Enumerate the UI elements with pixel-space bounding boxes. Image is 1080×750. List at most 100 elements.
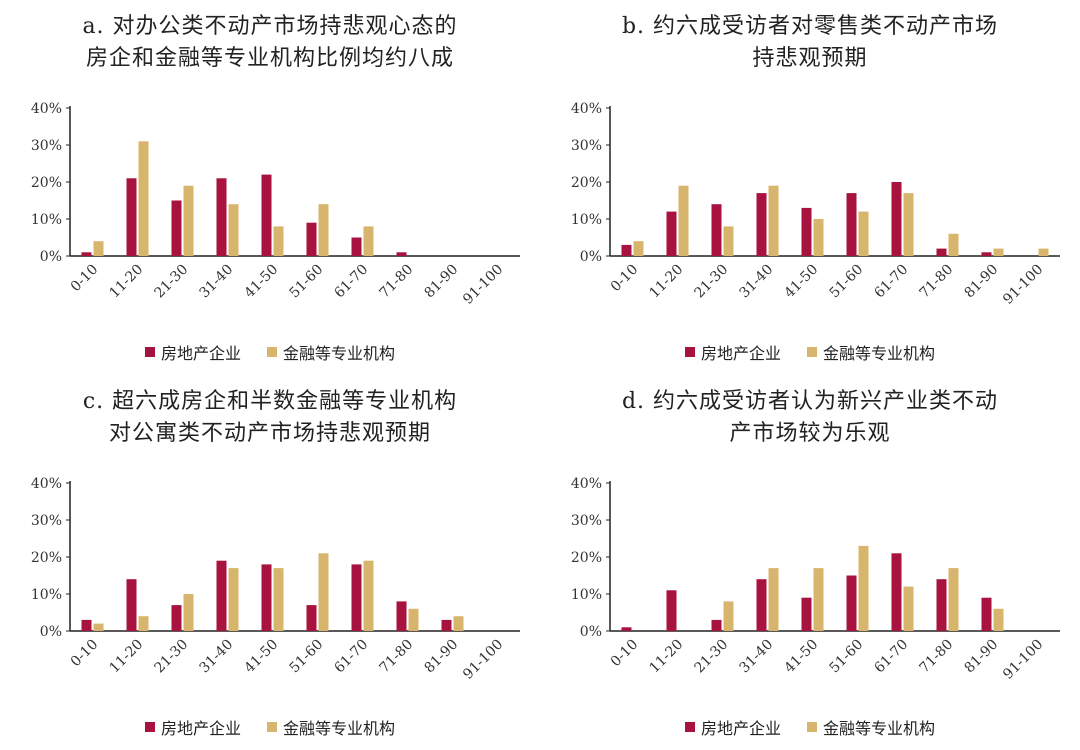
x-tick-label: 11-20 [106,262,146,302]
y-tick-label: 40% [31,476,62,492]
bar-real-estate [756,579,767,631]
bar-real-estate [846,575,857,631]
x-tick-label: 61-70 [331,637,371,677]
bar-financial [723,226,734,256]
legend-real-estate: 房地产企业 [684,715,781,739]
y-tick-label: 10% [571,587,602,603]
bar-financial [948,233,959,256]
legend-financial: 金融等专业机构 [807,340,935,364]
x-tick-label: 0-10 [68,637,102,671]
bar-financial [948,568,959,631]
bar-real-estate [621,244,632,256]
y-tick-label: 20% [571,550,602,566]
bar-real-estate [711,619,722,631]
bar-real-estate [891,553,902,631]
legend-swatch-real-estate [144,722,155,732]
bar-real-estate [711,204,722,256]
y-tick-label: 10% [31,212,62,228]
x-tick-label: 0-10 [68,262,102,296]
legend-label-financial: 金融等专业机构 [283,344,396,363]
legend-label-financial: 金融等专业机构 [823,719,936,738]
chart-panel-c: c. 超六成房企和半数金融等专业机构 对公寓类不动产市场持悲观预期 0% 10% 2… [0,375,540,750]
x-tick-label: 11-20 [106,637,146,677]
bar-financial [813,568,824,631]
bar-financial [363,560,374,631]
bar-financial [453,616,464,631]
x-tick-label: 21-30 [691,637,731,677]
bar-financial [858,211,869,256]
chart-panel-a: a. 对办公类不动产市场持悲观心态的 房企和金融等专业机构比例均约八成 0% 10… [0,0,540,375]
bar-real-estate [261,174,272,256]
x-tick-label: 91-100 [460,262,506,308]
bar-financial [318,204,329,256]
y-tick-label: 40% [571,476,602,492]
y-tick-label: 40% [31,101,62,117]
x-tick-label: 11-20 [646,262,686,302]
bar-financial [228,568,239,631]
bar-financial [1038,248,1049,256]
y-tick-label: 0% [580,624,602,640]
chart-title-line2: 产市场较为乐观 [729,421,891,446]
bar-financial [678,185,689,256]
legend-label-real-estate: 房地产企业 [700,344,781,363]
x-tick-label: 81-90 [961,262,1001,302]
x-tick-label: 51-60 [826,262,866,302]
legend-financial: 金融等专业机构 [267,340,395,364]
y-tick-label: 30% [31,138,62,154]
legend-swatch-financial [267,347,277,357]
bar-financial [633,241,644,256]
legend-swatch-financial [807,347,817,357]
bar-financial [138,141,149,256]
bar-real-estate [666,211,677,256]
x-tick-label: 31-40 [736,262,776,302]
x-tick-label: 71-80 [376,637,416,677]
legend-financial: 金融等专业机构 [807,715,935,739]
bar-real-estate [306,222,317,256]
legend-real-estate: 房地产企业 [684,340,781,364]
bar-real-estate [171,200,182,256]
bar-real-estate [351,564,362,631]
bar-financial [993,248,1004,256]
y-tick-label: 20% [31,550,62,566]
y-tick-label: 20% [571,175,602,191]
chart-panel-d: d. 约六成受访者认为新兴产业类不动 产市场较为乐观 0% 10% 20% 30% 40… [540,375,1080,750]
y-tick-label: 10% [31,587,62,603]
bar-real-estate [936,248,947,256]
x-tick-label: 0-10 [608,262,642,296]
bar-real-estate [891,182,902,256]
bar-real-estate [126,178,137,256]
y-tick-label: 0% [580,249,602,265]
bar-real-estate [126,579,137,631]
x-tick-label: 21-30 [691,262,731,302]
legend-real-estate: 房地产企业 [144,715,241,739]
bar-financial [768,185,779,256]
bar-real-estate [801,597,812,631]
legend-label-real-estate: 房地产企业 [160,719,241,738]
bar-financial [723,601,734,631]
bar-financial [408,608,419,631]
bar-real-estate [81,252,92,256]
x-tick-label: 81-90 [961,637,1001,677]
chart-legend: 房地产企业 金融等专业机构 [540,341,1080,363]
bar-financial [273,226,284,256]
chart-legend: 房地产企业 金融等专业机构 [540,716,1080,738]
bar-real-estate [666,590,677,631]
bar-real-estate [216,560,227,631]
x-tick-label: 51-60 [286,262,326,302]
bar-real-estate [801,207,812,256]
x-tick-label: 61-70 [871,262,911,302]
x-tick-label: 41-50 [781,262,821,302]
x-tick-label: 41-50 [241,262,281,302]
bar-financial [903,193,914,256]
x-tick-label: 91-100 [1000,637,1046,683]
bar-financial [228,204,239,256]
y-tick-label: 40% [571,101,602,117]
bar-financial [183,594,194,631]
legend-swatch-real-estate [684,347,695,357]
legend-label-real-estate: 房地产企业 [700,719,781,738]
chart-plot-c: 0% 10% 20% 30% 40% 0-10 11-20 21-30 31-40 41-50 51… [31,476,520,683]
x-tick-label: 31-40 [196,262,236,302]
bar-real-estate [81,619,92,631]
y-tick-label: 0% [40,624,62,640]
